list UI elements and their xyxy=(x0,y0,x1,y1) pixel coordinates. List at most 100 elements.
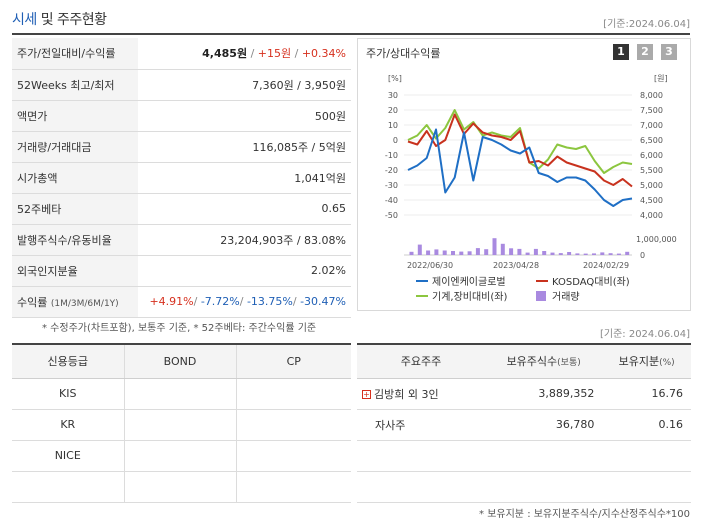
left-axis-unit: [%] xyxy=(388,74,402,83)
x-tick-label: 2023/04/28 xyxy=(493,261,539,270)
legend-company-label: 제이엔케이글로벌 xyxy=(432,276,506,288)
right-tick-label: 4,500 xyxy=(640,196,663,205)
x-tick-label: 2022/06/30 xyxy=(407,261,453,270)
legend-volume-label: 거래량 xyxy=(552,291,580,303)
volume-bar xyxy=(542,251,547,255)
volume-bar xyxy=(558,253,563,255)
volume-bar xyxy=(484,249,489,255)
return-1m: +4.91% xyxy=(149,295,194,308)
volume-bar xyxy=(459,251,464,255)
chart-page-3-button[interactable]: 3 xyxy=(661,44,677,60)
returns-value: +4.91%/ -7.72%/ -13.75%/ -30.47% xyxy=(138,286,351,318)
credit-bond xyxy=(123,409,236,441)
return-periods: (1M/3M/6M/1Y) xyxy=(50,298,119,309)
price-change-rate: +0.34% xyxy=(301,47,346,61)
price-row-value: 2.02% xyxy=(138,255,351,287)
volume-bar xyxy=(583,253,588,255)
right-tick-label: 6,000 xyxy=(640,151,663,160)
table-row xyxy=(357,471,691,503)
chart-page-1-button[interactable]: 1 xyxy=(613,44,629,60)
shareholder-pct: 0.16 xyxy=(602,409,691,441)
left-tick-label: -10 xyxy=(385,151,398,160)
legend-machinery-label: 기계,장비대비(좌) xyxy=(432,291,507,303)
shareholder-header-pct: 보유지분(%) xyxy=(602,344,691,379)
table-row: KR xyxy=(12,409,351,441)
series-line-company xyxy=(407,128,633,207)
price-row-label: 주가/전일대비/수익률 xyxy=(12,38,138,70)
price-row: 액면가 500원 xyxy=(12,100,351,132)
price-row-label: 시가총액 xyxy=(12,162,138,194)
price-row-label: 액면가 xyxy=(12,100,138,132)
credit-cp xyxy=(235,471,351,503)
price-row: 거래량/거래대금 116,085주 / 5억원 xyxy=(12,131,351,163)
volume-bar xyxy=(525,252,530,255)
price-row: 시가총액 1,041억원 xyxy=(12,162,351,194)
return-1y: -30.47% xyxy=(300,295,346,308)
left-tick-label: -20 xyxy=(385,166,398,175)
credit-header-bond: BOND xyxy=(123,344,236,379)
return-3m: -7.72% xyxy=(200,295,240,308)
credit-agency xyxy=(12,471,124,503)
volume-bar xyxy=(517,248,522,255)
price-row-value: 116,085주 / 5억원 xyxy=(138,131,351,163)
volume-bar xyxy=(625,251,630,255)
shareholder-footnote: * 보유지분 : 보유지분주식수/지수산정주식수*100 xyxy=(479,509,690,520)
credit-header-rating: 신용등급 xyxy=(12,344,124,379)
expand-icon[interactable]: + xyxy=(362,390,371,399)
shareholder-name: + 김방희 외 3인 xyxy=(357,378,485,410)
left-tick-label: 0 xyxy=(393,136,398,145)
volume-tick-label: 0 xyxy=(640,251,645,260)
section-title: 시세 및 주주현황 xyxy=(12,9,107,29)
right-axis-unit: [원] xyxy=(654,74,668,83)
credit-header-cp: CP xyxy=(235,344,351,379)
x-tick-label: 2024/02/29 xyxy=(583,261,629,270)
credit-agency: KR xyxy=(12,409,124,441)
right-tick-label: 5,000 xyxy=(640,181,663,190)
price-row: 52주베타 0.65 xyxy=(12,193,351,225)
right-tick-label: 7,000 xyxy=(640,121,663,130)
legend-kosdaq-label: KOSDAQ대비(좌) xyxy=(552,276,630,288)
price-table: 주가/전일대비/수익률 4,485원 / +15원 / +0.34% 52Wee… xyxy=(12,38,351,318)
credit-bond xyxy=(123,378,236,410)
chart-page-2-button[interactable]: 2 xyxy=(637,44,653,60)
credit-header-row: 신용등급 BOND CP xyxy=(12,344,351,379)
table-row xyxy=(357,440,691,472)
credit-bond xyxy=(123,471,236,503)
volume-bar xyxy=(409,251,414,255)
credit-bond xyxy=(123,440,236,472)
table-row xyxy=(12,471,351,503)
right-tick-label: 8,000 xyxy=(640,91,663,100)
left-tick-label: -30 xyxy=(385,181,398,190)
shareholder-header-name: 주요주주 xyxy=(357,344,485,379)
section-title-rest: 및 주주현황 xyxy=(36,12,107,28)
legend-volume-swatch xyxy=(536,291,546,301)
left-tick-label: 20 xyxy=(388,106,398,115)
price-row-label: 52주베타 xyxy=(12,193,138,225)
series-line-kosdaq xyxy=(407,113,633,188)
price-row-label: 외국인지분율 xyxy=(12,255,138,287)
shareholder-shares: 36,780 xyxy=(485,409,603,441)
credit-agency: NICE xyxy=(12,440,124,472)
table-row: + 김방희 외 3인 3,889,352 16.76 xyxy=(357,378,691,410)
table-row: KIS xyxy=(12,378,351,410)
price-footnote: * 수정주가(차트포함), 보통주 기준, * 52주베타: 주간수익률 기준 xyxy=(42,323,317,334)
current-price: 4,485원 xyxy=(202,47,248,61)
shareholder-base-date: [기준: 2024.06.04] xyxy=(599,329,690,340)
shareholder-pct: 16.76 xyxy=(602,378,691,410)
price-row-value: 0.65 xyxy=(138,193,351,225)
right-tick-label: 4,000 xyxy=(640,211,663,220)
credit-cp xyxy=(235,378,351,410)
volume-bar xyxy=(616,253,621,255)
volume-tick-label: 1,000,000 xyxy=(636,235,677,244)
return-6m: -13.75% xyxy=(246,295,293,308)
base-date: [기준:2024.06.04] xyxy=(603,19,690,30)
left-tick-label: -40 xyxy=(385,196,398,205)
shareholder-name: 자사주 xyxy=(357,409,485,441)
volume-bar xyxy=(550,252,555,255)
section-title-highlight: 시세 xyxy=(12,12,37,28)
volume-bar xyxy=(592,253,596,255)
volume-bar xyxy=(451,251,455,255)
shareholder-header-row: 주요주주 보유주식수(보통) 보유지분(%) xyxy=(357,344,691,379)
price-row: 외국인지분율 2.02% xyxy=(12,255,351,287)
table-row: 자사주 36,780 0.16 xyxy=(357,409,691,441)
